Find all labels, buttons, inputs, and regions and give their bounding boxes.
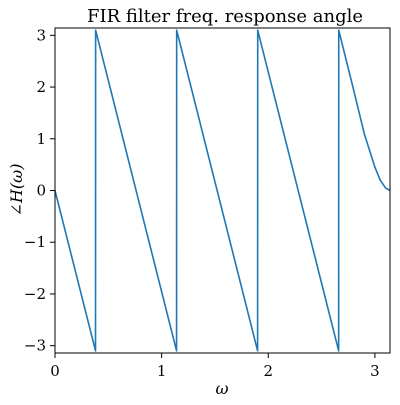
- y-tick-label: 1: [36, 130, 46, 148]
- x-tick-label: 3: [370, 362, 380, 380]
- x-axis-ticks: 0 1 2 3: [50, 353, 380, 380]
- x-tick-label: 0: [50, 362, 60, 380]
- y-axis-ticks: −3 −2 −1 0 1 2 3: [24, 26, 55, 355]
- plot-frame: [54, 27, 391, 354]
- y-tick-label: −1: [24, 233, 46, 251]
- y-tick-label: 2: [36, 78, 46, 96]
- plot-area: [54, 27, 391, 354]
- y-tick-label: 3: [36, 26, 46, 44]
- y-tick-label: 0: [36, 182, 46, 200]
- x-tick-label: 1: [157, 362, 167, 380]
- y-tick-label: −3: [24, 337, 46, 355]
- y-tick-label: −2: [24, 285, 46, 303]
- chart-title: FIR filter freq. response angle: [87, 6, 363, 27]
- y-axis-label: ∠H(ω): [7, 164, 26, 217]
- x-axis-label: ω: [215, 379, 228, 398]
- phase-series-line: [54, 29, 391, 352]
- x-tick-label: 2: [263, 362, 273, 380]
